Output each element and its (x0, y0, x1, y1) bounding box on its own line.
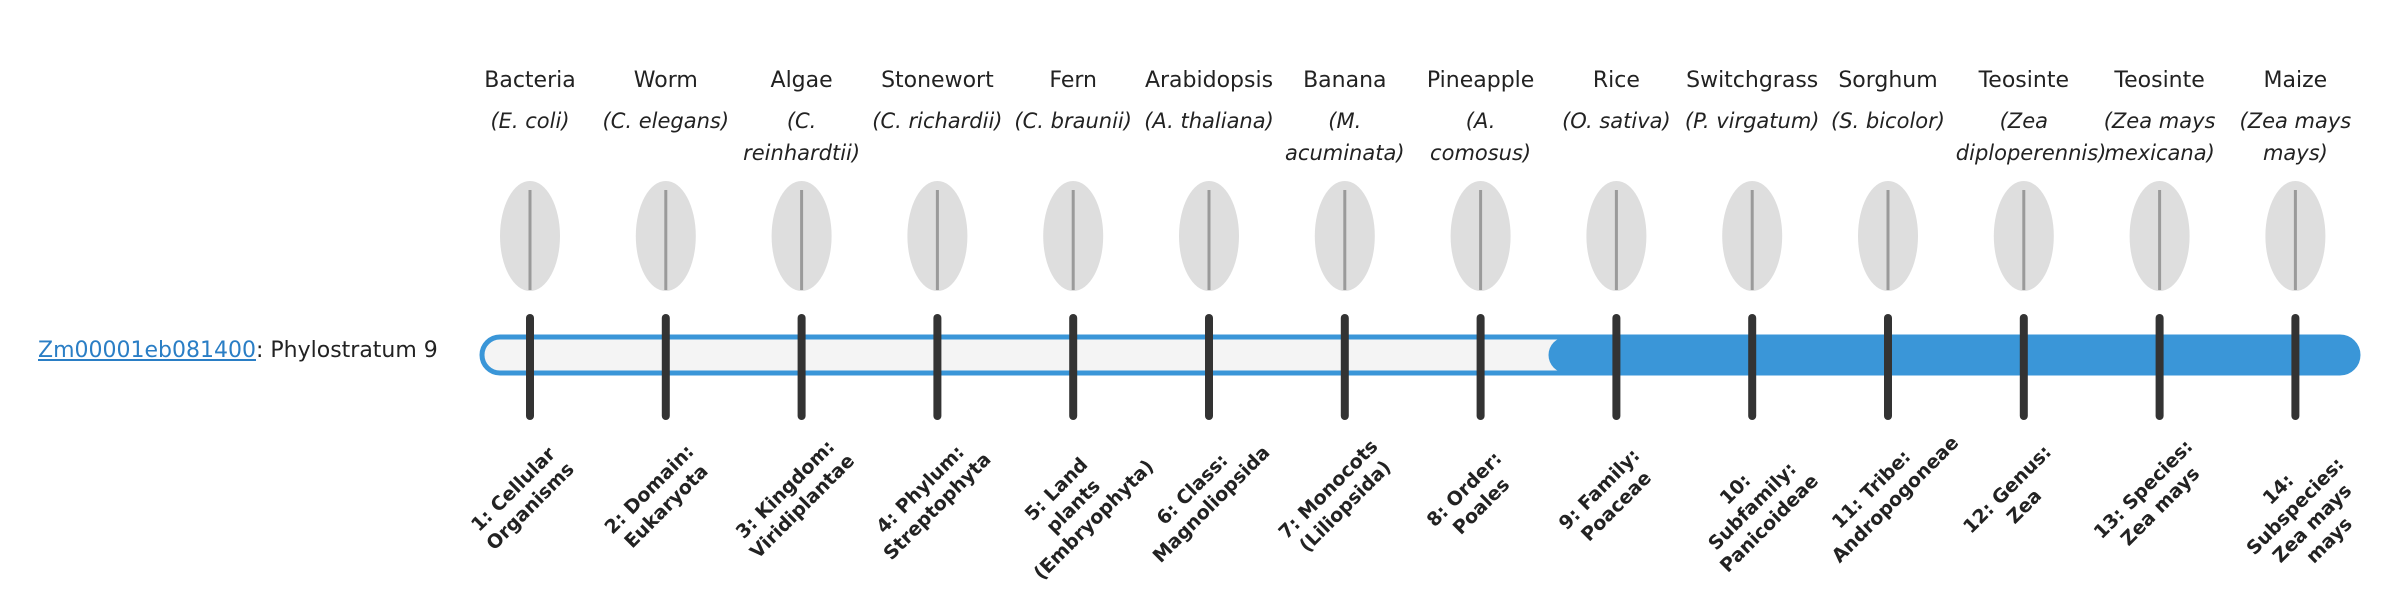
organism-species: (Zea mays mexicana) (2103, 109, 2216, 165)
organism-name: Sorghum (1838, 68, 1938, 93)
organism-species: (O. sativa) (1562, 109, 1671, 133)
organism-name: Switchgrass (1686, 68, 1819, 93)
organism-species: (C. reinhardtii) (743, 109, 861, 165)
organism-species: (S. bicolor) (1831, 109, 1945, 133)
timeline-fill (1548, 337, 2358, 373)
timeline (479, 181, 2361, 420)
organism-name: Stonewort (881, 68, 994, 93)
phylostratum-text: : Phylostratum 9 (255, 338, 438, 363)
organism-name: Pineapple (1426, 68, 1535, 93)
organism-name: Algae (770, 68, 833, 93)
organism-name: Maize (2263, 68, 2328, 93)
organism-species: (Zea mays mays) (2239, 109, 2352, 165)
organism-species: (E. coli) (490, 109, 570, 133)
organism-name: Teosinte (2114, 68, 2205, 93)
organism-species: (A. thaliana) (1144, 109, 1274, 133)
gene-label: Zm00001eb081400: Phylostratum 9 (38, 338, 438, 363)
organism-name: Banana (1303, 68, 1387, 93)
organism-species: (C. richardii) (872, 109, 1003, 133)
organism-species: (A. comosus) (1430, 109, 1532, 165)
organism-name: Bacteria (484, 68, 576, 93)
organism-name: Fern (1049, 68, 1097, 93)
organism-species: (C. braunii) (1014, 109, 1132, 133)
organism-name: Arabidopsis (1144, 68, 1274, 93)
organism-species: (M. acuminata) (1285, 109, 1405, 165)
organism-name: Worm (633, 68, 698, 93)
organism-species: (C. elegans) (602, 109, 730, 133)
gene-link[interactable]: Zm00001eb081400 (38, 338, 256, 363)
organism-name: Teosinte (1978, 68, 2069, 93)
organism-name: Rice (1592, 68, 1640, 93)
page: Zm00001eb081400: Phylostratum 9 (() => {… (38, 68, 2361, 585)
organism-species: (P. virgatum) (1684, 109, 1820, 133)
organism-species: (Zea diploperennis) (1955, 109, 2107, 165)
